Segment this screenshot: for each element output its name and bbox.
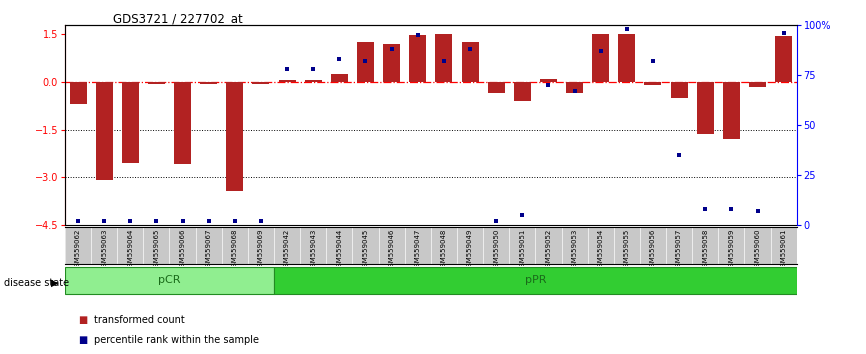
Text: GSM559055: GSM559055 [624,228,630,271]
Bar [483,227,509,264]
Text: GSM559047: GSM559047 [415,228,421,271]
Bar [592,34,609,82]
Text: GSM559042: GSM559042 [284,228,290,271]
Text: GSM559049: GSM559049 [467,228,473,271]
Bar [410,35,426,82]
Bar [305,80,322,82]
Bar [200,82,217,84]
Bar [404,227,430,264]
Text: GSM559064: GSM559064 [127,228,133,271]
Bar [430,227,457,264]
Text: GSM559062: GSM559062 [75,228,81,271]
FancyBboxPatch shape [65,267,274,294]
Bar [509,227,535,264]
Bar [614,227,640,264]
Bar [91,227,117,264]
Text: GSM559069: GSM559069 [258,228,264,271]
Bar [561,227,588,264]
Text: GSM559059: GSM559059 [728,228,734,271]
Bar [540,79,557,82]
Text: GSM559048: GSM559048 [441,228,447,271]
Bar [174,82,191,165]
Text: transformed count: transformed count [94,315,184,325]
Text: GSM559061: GSM559061 [780,228,786,271]
Bar [69,82,87,104]
Bar [144,227,170,264]
Bar [352,227,378,264]
Bar [618,34,636,82]
Text: GSM559063: GSM559063 [101,228,107,271]
Bar [775,36,792,82]
Bar [148,82,165,84]
Text: GSM559056: GSM559056 [650,228,656,271]
Bar [301,227,326,264]
Text: GDS3721 / 227702_at: GDS3721 / 227702_at [113,12,242,25]
Text: GSM559065: GSM559065 [153,228,159,271]
Text: GSM559053: GSM559053 [572,228,578,271]
Bar [692,227,718,264]
Bar [122,82,139,163]
Text: GSM559051: GSM559051 [520,228,526,271]
Text: ▶: ▶ [51,278,59,288]
Bar [196,227,222,264]
Text: GSM559054: GSM559054 [598,228,604,271]
Bar [226,82,243,192]
Bar [436,34,452,82]
Bar [488,82,505,93]
Bar [723,82,740,139]
Text: ■: ■ [78,315,87,325]
Text: ■: ■ [78,335,87,345]
Bar [170,227,196,264]
Bar [588,227,614,264]
Bar [566,82,583,93]
Bar [670,82,688,98]
Bar [457,227,483,264]
Text: GSM559046: GSM559046 [389,228,395,271]
Bar [274,227,301,264]
Bar [117,227,144,264]
Bar [378,227,404,264]
Bar [666,227,692,264]
Text: GSM559068: GSM559068 [232,228,238,271]
Bar [95,82,113,180]
Bar [222,227,248,264]
Text: GSM559050: GSM559050 [493,228,499,271]
Text: GSM559058: GSM559058 [702,228,708,271]
Text: GSM559066: GSM559066 [179,228,185,271]
Bar [331,74,348,82]
Bar [357,42,374,82]
Bar [462,42,479,82]
Text: GSM559052: GSM559052 [546,228,552,271]
Bar [771,227,797,264]
Text: GSM559043: GSM559043 [310,228,316,271]
Bar [697,82,714,134]
Text: percentile rank within the sample: percentile rank within the sample [94,335,259,345]
Bar [535,227,561,264]
Bar [279,80,295,82]
Bar [718,227,745,264]
Bar [65,227,91,264]
FancyBboxPatch shape [274,267,797,294]
Bar [640,227,666,264]
Text: GSM559044: GSM559044 [336,228,342,271]
Bar [749,82,766,87]
Bar [644,82,662,85]
Text: GSM559060: GSM559060 [754,228,760,271]
Text: GSM559045: GSM559045 [363,228,369,271]
Text: GSM559067: GSM559067 [206,228,211,271]
Bar [514,82,531,101]
Bar [745,227,771,264]
Text: GSM559057: GSM559057 [676,228,682,271]
Text: disease state: disease state [4,278,69,288]
Bar [383,44,400,82]
Text: pCR: pCR [158,275,181,285]
Bar [253,82,269,84]
Bar [326,227,352,264]
Text: pPR: pPR [525,275,546,285]
Bar [248,227,274,264]
